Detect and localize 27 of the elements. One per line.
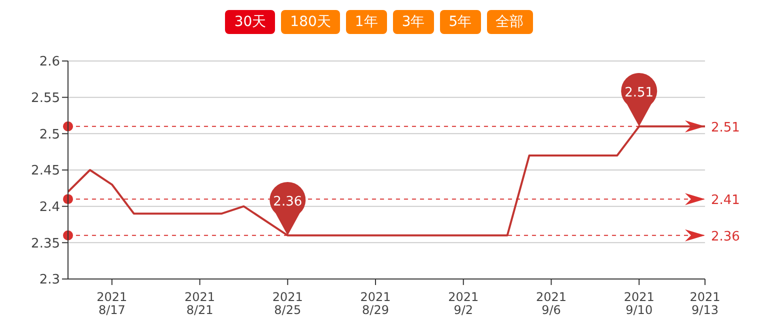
y-tick-label: 2.4 <box>39 200 60 215</box>
x-tick-label: 2021 9/6 <box>536 290 567 317</box>
y-tick-label: 2.3 <box>39 272 60 288</box>
y-tick-label: 2.35 <box>31 236 60 252</box>
text: 180天 <box>281 10 340 34</box>
x-tick-label: 2021 8/21 <box>184 290 216 317</box>
x-tick-label: 2021 9/2 <box>448 290 479 317</box>
line-series <box>68 125 705 236</box>
y-tick-label: 2.45 <box>31 164 60 179</box>
x-tick-label: 2021 8/25 <box>272 290 303 317</box>
annotation: 2.36 <box>273 194 302 210</box>
ref-line-label: 2.51 <box>711 120 740 136</box>
x-tick-label: 2021 8/29 <box>360 290 391 317</box>
ref-line-label: 2.41 <box>711 193 740 208</box>
text: 30天 <box>225 10 276 34</box>
text: 3年 <box>392 10 434 34</box>
x-tick-label: 2021 9/10 <box>624 290 654 317</box>
ref-line-label: 2.36 <box>711 229 740 244</box>
y-tick-label: 2.55 <box>31 90 60 106</box>
text: 全部 <box>486 10 533 34</box>
x-tick-label: 2021 8/17 <box>96 290 128 317</box>
text: 5年 <box>440 10 481 34</box>
y-tick-label: 2.5 <box>39 127 60 142</box>
x-tick-label: 2021 9/13 <box>690 290 720 317</box>
annotation: 2.51 <box>624 85 654 100</box>
text: 1年 <box>346 10 387 34</box>
y-tick-label: 2.6 <box>39 54 60 70</box>
